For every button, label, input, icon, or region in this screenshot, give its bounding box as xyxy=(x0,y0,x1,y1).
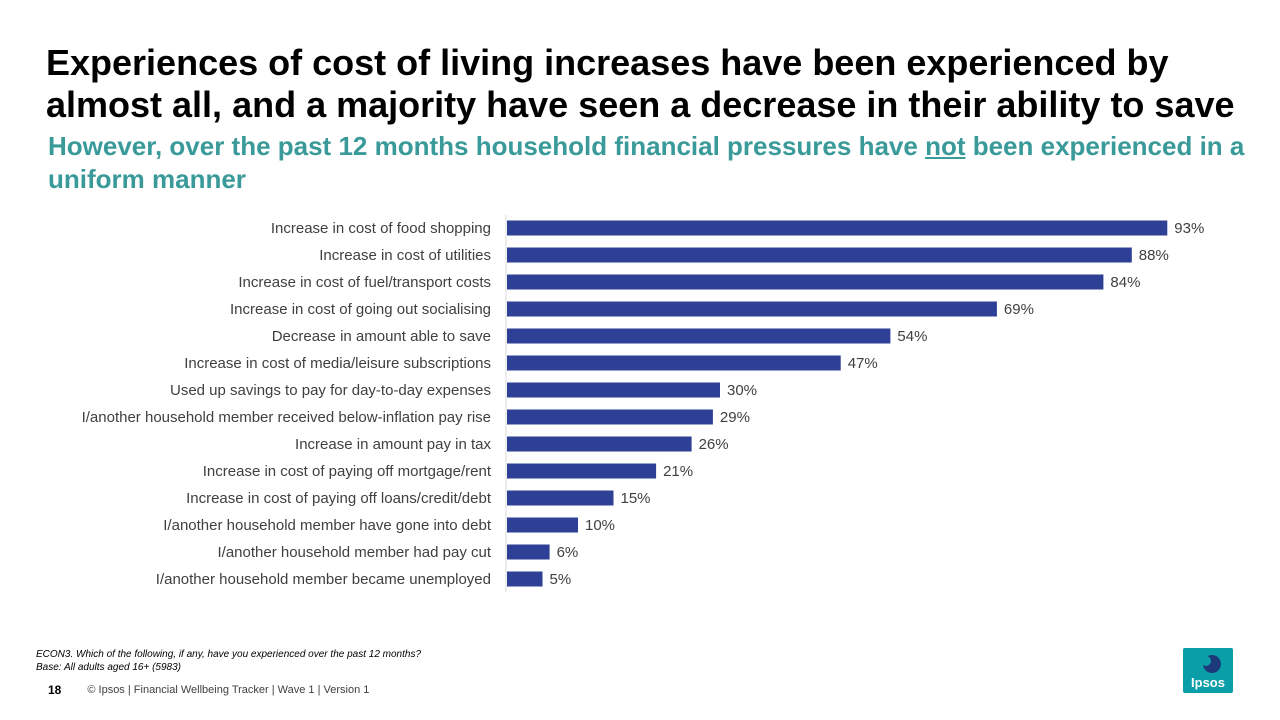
data-label: 29% xyxy=(720,409,750,426)
category-label: Increase in cost of food shopping xyxy=(271,220,491,237)
page-subtitle: However, over the past 12 months househo… xyxy=(48,130,1248,196)
data-label: 84% xyxy=(1110,274,1140,291)
category-label: I/another household member received belo… xyxy=(82,409,491,426)
bar-chart: Increase in cost of food shopping 93% Incr… xyxy=(82,215,1204,592)
category-label: Increase in amount pay in tax xyxy=(295,436,491,453)
data-label: 93% xyxy=(1174,220,1204,237)
bar xyxy=(507,382,720,398)
footer-copyright: © Ipsos | Financial Wellbeing Tracker | … xyxy=(87,684,370,696)
category-label: I/another household member have gone int… xyxy=(163,517,492,534)
bar xyxy=(507,328,891,344)
ipsos-logo-mark-icon xyxy=(1201,655,1221,673)
data-label: 26% xyxy=(699,436,729,453)
data-label: 30% xyxy=(727,382,757,399)
data-label: 21% xyxy=(663,463,693,480)
subtitle-after: been experienced in a uniform manner xyxy=(48,131,1245,194)
category-label: Increase in cost of paying off mortgage/… xyxy=(203,463,492,480)
footnote-question: ECON3. Which of the following, if any, h… xyxy=(36,649,422,660)
bar xyxy=(507,220,1168,236)
data-label: 54% xyxy=(897,328,927,345)
footnote-base: Base: All adults aged 16+ (5983) xyxy=(36,662,182,673)
data-label: 88% xyxy=(1139,247,1169,264)
page-title: Experiences of cost of living increases … xyxy=(46,42,1235,125)
bar xyxy=(507,544,550,560)
data-label: 6% xyxy=(557,544,579,561)
category-label: Increase in cost of going out socialisin… xyxy=(230,301,491,318)
logo-text: Ipsos xyxy=(1191,675,1225,690)
category-label: Increase in cost of utilities xyxy=(319,247,491,264)
page-number: 18 xyxy=(48,683,62,697)
bar xyxy=(507,247,1132,263)
category-label: Increase in cost of fuel/transport costs xyxy=(238,274,491,291)
subtitle-before: However, over the past 12 months househo… xyxy=(48,131,926,161)
category-label: Increase in cost of media/leisure subscr… xyxy=(184,355,491,372)
bar xyxy=(507,517,578,533)
category-label: Decrease in amount able to save xyxy=(272,328,491,345)
bar xyxy=(507,571,543,587)
bar xyxy=(507,355,841,371)
bar xyxy=(507,463,657,479)
data-label: 10% xyxy=(585,517,615,534)
bar xyxy=(507,490,614,506)
category-label: I/another household member became unempl… xyxy=(156,571,491,588)
data-label: 69% xyxy=(1004,301,1034,318)
subtitle-emphasis: not xyxy=(925,131,966,161)
category-label: Increase in cost of paying off loans/cre… xyxy=(186,490,492,507)
footer: 18 © Ipsos | Financial Wellbeing Tracker… xyxy=(48,683,369,697)
ipsos-logo: Ipsos xyxy=(1183,648,1233,693)
category-label: Used up savings to pay for day-to-day ex… xyxy=(170,382,491,399)
data-label: 47% xyxy=(848,355,878,372)
bar xyxy=(507,436,692,452)
bar xyxy=(507,274,1104,290)
footnote: ECON3. Which of the following, if any, h… xyxy=(36,648,421,674)
data-label: 15% xyxy=(621,490,651,507)
category-label: I/another household member had pay cut xyxy=(217,544,491,561)
data-label: 5% xyxy=(550,571,572,588)
bar xyxy=(507,301,997,317)
bar xyxy=(507,409,713,425)
